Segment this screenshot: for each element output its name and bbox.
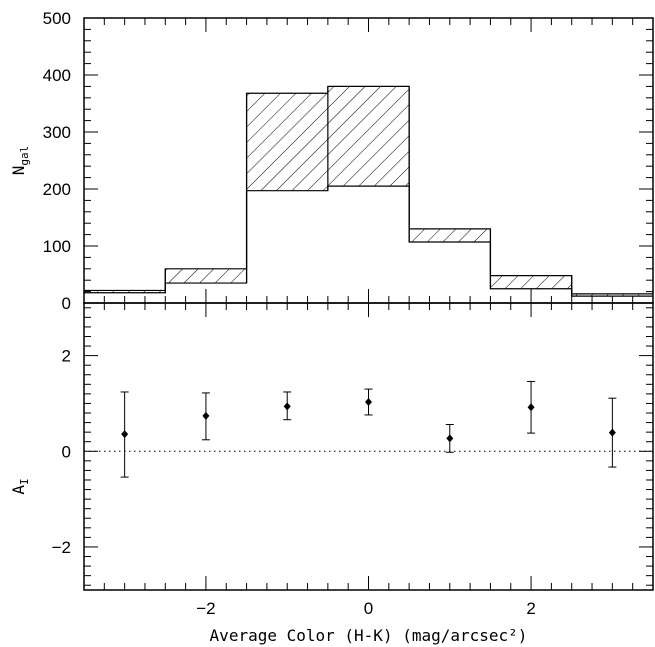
top-y-axis-label: Ngal [9, 146, 31, 176]
bottom-y-tick-label: 2 [62, 347, 71, 366]
data-point-marker [283, 402, 291, 411]
x-tick-label: 0 [364, 599, 373, 618]
x-tick-label: −2 [196, 599, 215, 618]
x-axis-label: Average Color (H-K) (mag/arcsec²) [210, 626, 528, 645]
data-point-marker [121, 430, 129, 439]
top-y-tick-label: 300 [43, 123, 71, 142]
bottom-scatter-panel: −2 0 2 −2 0 2 AI Average Color (H-K) (mag/ar… [9, 302, 654, 645]
hatched-bar-4 [409, 228, 491, 243]
bottom-y-axis-label: AI [9, 478, 31, 494]
upper-histogram-line [84, 85, 653, 295]
hatched-bar-0 [84, 290, 166, 293]
data-point-marker [527, 403, 535, 412]
top-histogram-panel: 0 100 200 300 400 500 Ngal [9, 9, 654, 313]
bottom-axis-ticks [83, 303, 654, 590]
hatched-bar-2 [246, 93, 328, 191]
hatched-bar-6 [571, 293, 653, 297]
top-y-tick-label: 0 [62, 294, 71, 313]
top-y-tick-label: 200 [43, 180, 71, 199]
bottom-y-tick-label: 0 [62, 442, 71, 461]
top-y-axis-label-sub: gal [18, 146, 31, 166]
data-point-marker [202, 411, 210, 420]
data-point-marker [608, 428, 616, 437]
hatched-bar-3 [327, 86, 410, 187]
data-point-marker [446, 434, 454, 443]
x-tick-labels: −2 0 2 [196, 599, 536, 618]
bottom-y-tick-labels: −2 0 2 [52, 347, 71, 557]
bottom-y-axis-label-sub: I [18, 478, 31, 485]
top-y-tick-label: 400 [43, 66, 71, 85]
bottom-y-tick-label: −2 [52, 538, 71, 557]
lower-histogram-line [84, 185, 653, 297]
data-point-marker [365, 398, 372, 407]
top-y-tick-labels: 0 100 200 300 400 500 [43, 9, 71, 313]
hatched-bar-1 [165, 268, 247, 284]
hatched-bar-5 [490, 275, 572, 289]
scatter-points [120, 380, 617, 478]
top-y-tick-label: 500 [43, 9, 71, 28]
top-y-tick-label: 100 [43, 237, 71, 256]
bottom-plot-frame [83, 302, 654, 591]
histogram-bars [84, 85, 653, 297]
x-tick-label: 2 [526, 599, 535, 618]
